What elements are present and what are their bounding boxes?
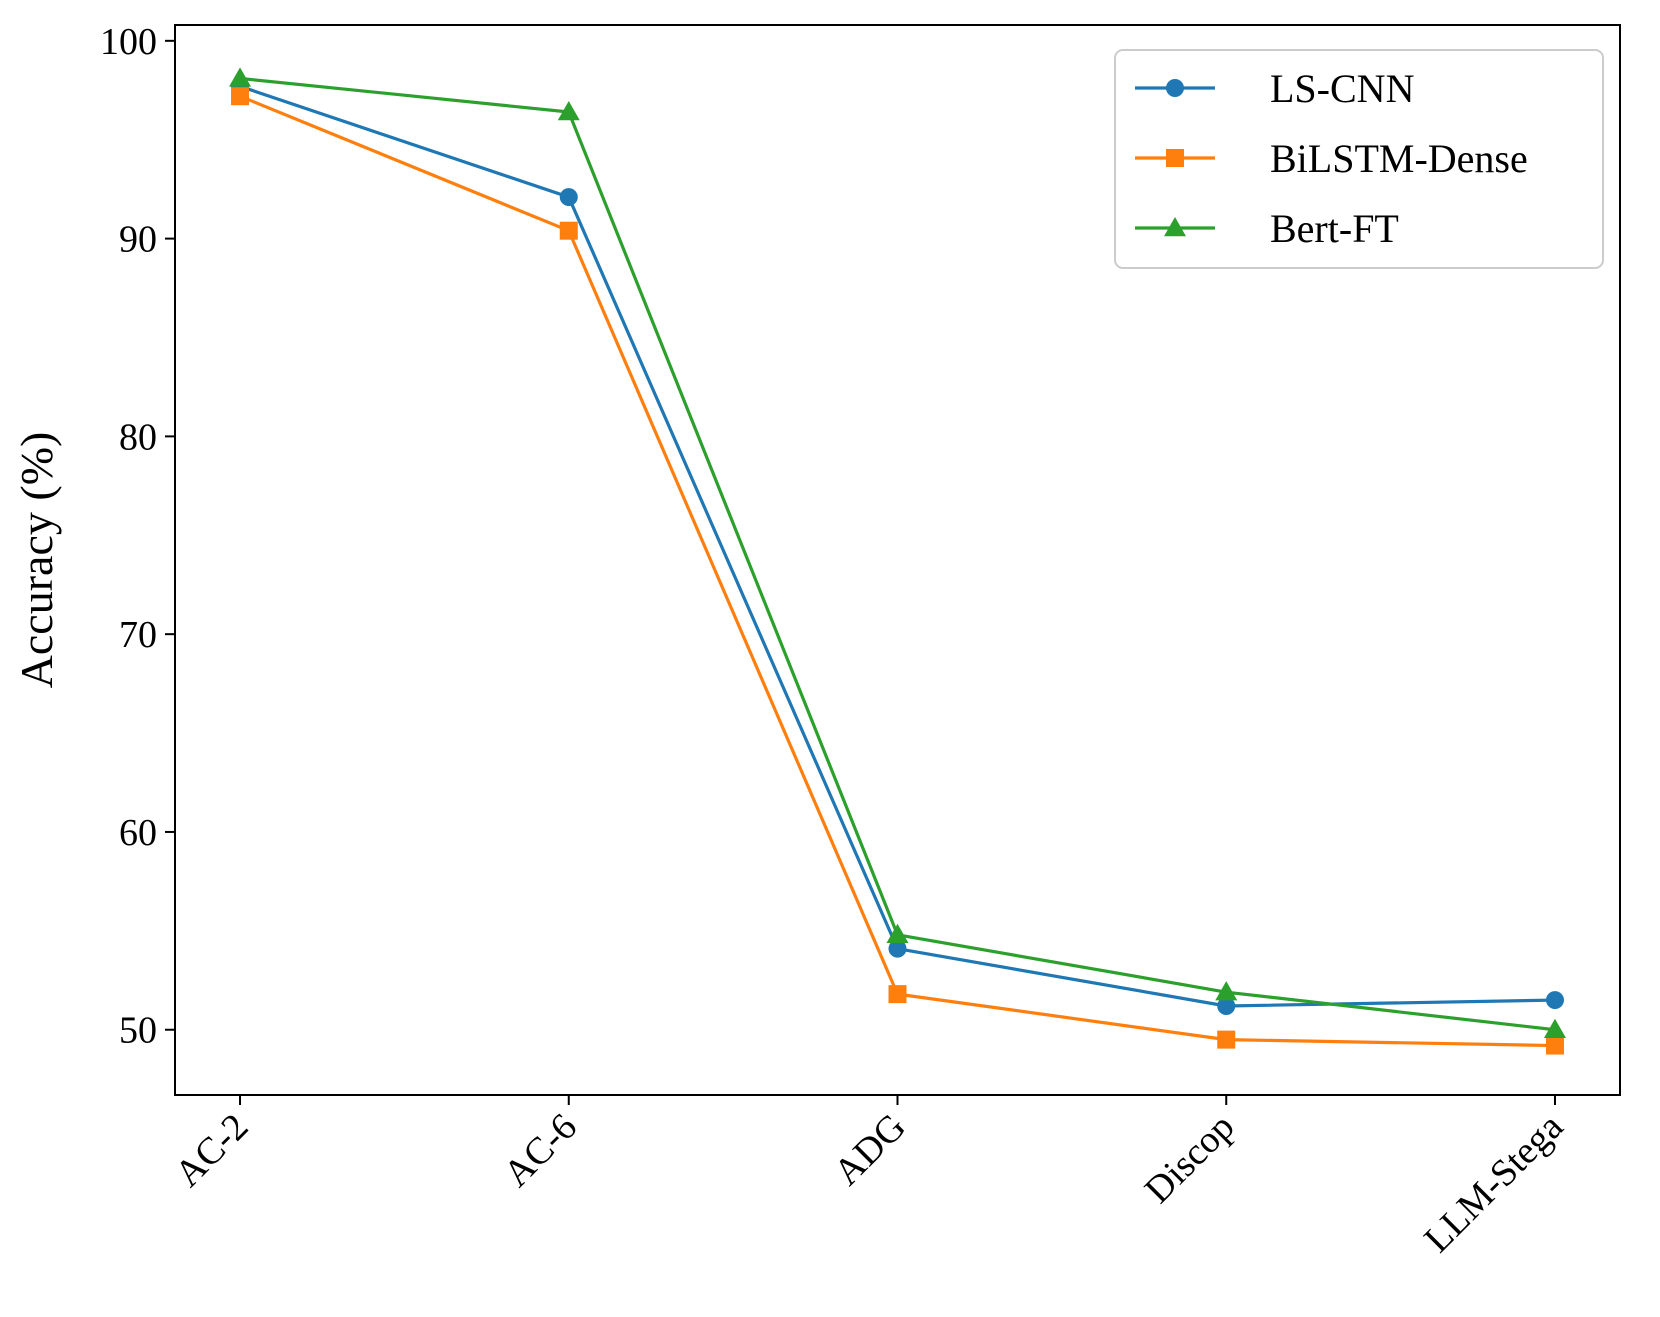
data-point [229, 67, 252, 87]
series-bilstm-dense [231, 87, 1564, 1055]
y-tick-label: 50 [119, 1010, 157, 1052]
data-point [559, 188, 578, 207]
data-point [1217, 996, 1236, 1015]
series-bert-ft [229, 67, 1566, 1038]
y-tick-label: 100 [100, 21, 157, 63]
legend-label: LS-CNN [1270, 66, 1414, 111]
legend: LS-CNN BiLSTM-Dense Bert-FT [1114, 49, 1604, 269]
data-point [886, 923, 909, 944]
data-point [557, 101, 580, 121]
legend-marker [1166, 79, 1184, 97]
legend-label: Bert-FT [1270, 206, 1399, 251]
data-point [1215, 981, 1238, 1001]
data-point [231, 87, 250, 106]
legend-entry: LS-CNN [1135, 66, 1414, 111]
data-point [559, 221, 578, 240]
data-point [1545, 1036, 1564, 1055]
data-point [1543, 1018, 1566, 1038]
data-point [888, 985, 907, 1004]
y-tick-label: 60 [119, 812, 157, 854]
series-layer [229, 67, 1566, 1055]
legend-marker [1166, 149, 1184, 167]
y-tick-label: 70 [119, 614, 157, 656]
y-tick-label: 80 [119, 416, 157, 458]
data-point [888, 939, 907, 958]
legend-box [1114, 49, 1604, 269]
y-axis: 50 60 70 80 90 100 [100, 21, 175, 1052]
data-point [1545, 991, 1564, 1010]
legend-marker [1164, 217, 1186, 237]
data-point [1217, 1030, 1236, 1049]
legend-entry: Bert-FT [1135, 206, 1399, 251]
y-tick-label: 90 [119, 219, 157, 261]
y-axis-title: Accuracy (%) [11, 432, 62, 689]
legend-entry: BiLSTM-Dense [1135, 136, 1528, 181]
legend-label: BiLSTM-Dense [1270, 136, 1528, 181]
